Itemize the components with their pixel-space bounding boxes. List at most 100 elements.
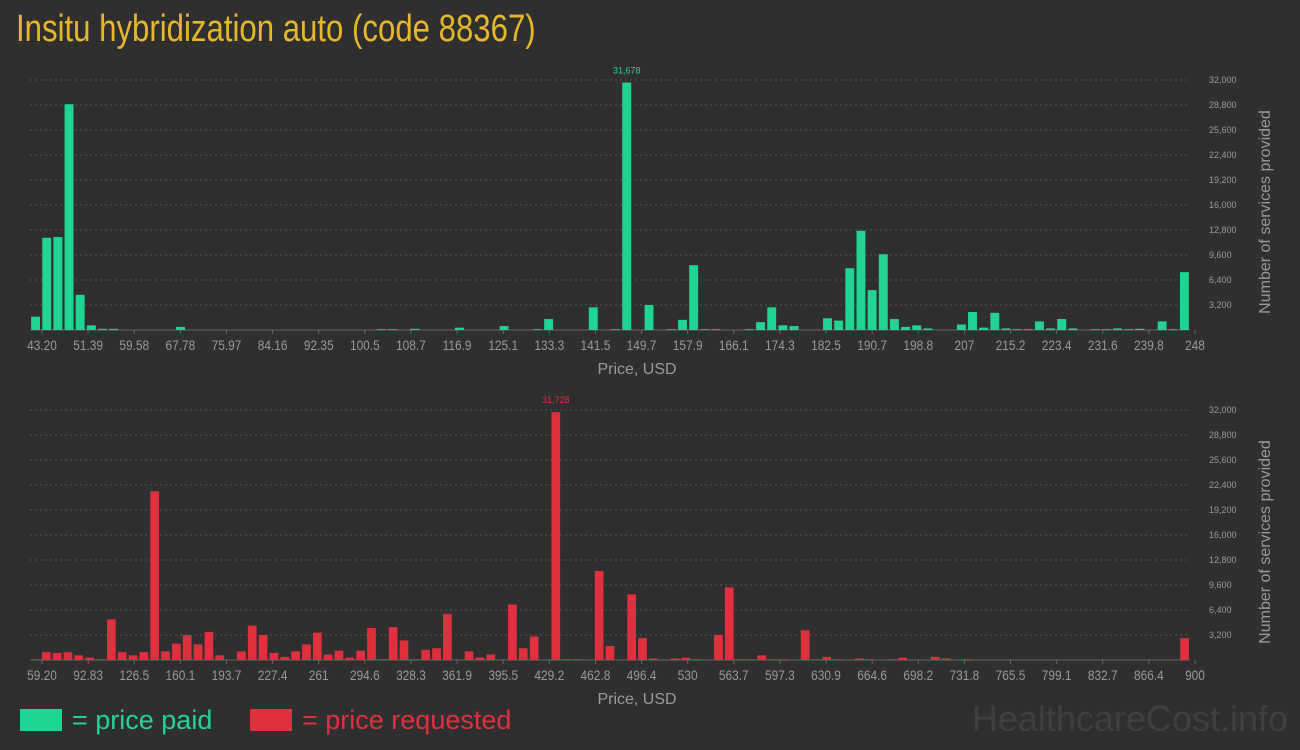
bar <box>834 320 844 330</box>
x-tick-label: 193.7 <box>212 667 242 683</box>
legend-paid-swatch <box>20 709 62 731</box>
x-axis-label: Price, USD <box>597 691 676 708</box>
bar <box>678 319 687 330</box>
x-tick-label: 207 <box>954 337 974 353</box>
bar <box>562 659 571 660</box>
x-tick-label: 126.5 <box>119 667 149 683</box>
bar <box>53 237 63 330</box>
bar <box>291 651 300 660</box>
bar <box>388 329 397 330</box>
bar <box>666 329 676 330</box>
bar <box>334 650 344 660</box>
bar <box>41 652 51 660</box>
bar <box>649 658 658 660</box>
bar <box>681 657 691 660</box>
page-title: Insitu hybridization auto (code 88367) <box>16 8 536 50</box>
x-tick-label: 59.20 <box>27 667 57 683</box>
y-tick-label: 6,400 <box>1209 605 1232 615</box>
bar <box>711 329 721 330</box>
bar <box>638 638 647 660</box>
legend-paid-label: = price paid <box>72 704 213 735</box>
bar <box>98 328 107 330</box>
bar <box>1157 321 1167 330</box>
bar <box>64 104 74 330</box>
x-tick-label: 182.5 <box>811 337 841 353</box>
bar <box>930 656 940 660</box>
bar <box>323 654 333 660</box>
x-tick-label: 328.3 <box>396 667 426 683</box>
x-tick-label: 231.6 <box>1088 337 1118 353</box>
bar <box>990 312 1000 330</box>
bar <box>551 412 561 660</box>
x-tick-label: 198.8 <box>903 337 933 353</box>
x-tick-label: 462.8 <box>581 667 611 683</box>
x-tick-label: 698.2 <box>903 667 933 683</box>
bar <box>367 627 376 660</box>
legend-price-requested: = price requested <box>250 704 511 736</box>
bar <box>767 307 777 330</box>
bar <box>1135 328 1145 330</box>
bar <box>700 329 710 330</box>
price-paid-chart: 3,200 6,400 9,600 12,800 16,000 19,200 22,400 2… <box>27 66 1274 378</box>
bar <box>968 312 977 330</box>
y-tick-label: 3,200 <box>1209 630 1232 640</box>
bar <box>106 619 116 660</box>
bar <box>912 325 922 330</box>
bar <box>302 644 311 660</box>
legend-price-paid: = price paid <box>20 704 212 736</box>
bar <box>1179 272 1189 330</box>
bar <box>432 648 441 660</box>
x-tick-label: 125.1 <box>488 337 518 353</box>
y-tick-label: 16,000 <box>1209 200 1237 210</box>
y-tick-label: 19,200 <box>1209 505 1237 515</box>
y-tick-label: 25,600 <box>1209 125 1237 135</box>
bar <box>963 659 973 660</box>
bar <box>757 655 767 660</box>
y-axis-label: Number of services provided <box>1257 440 1274 644</box>
bar <box>822 656 832 660</box>
bar <box>744 329 754 330</box>
bar <box>31 316 41 330</box>
bar <box>533 329 542 330</box>
bar <box>399 640 409 660</box>
bar <box>421 649 431 660</box>
bar <box>499 326 509 330</box>
y-tick-label: 16,000 <box>1209 530 1237 540</box>
bar <box>867 290 877 330</box>
bar <box>1012 329 1022 330</box>
bar <box>172 643 181 660</box>
bar <box>789 326 799 330</box>
x-tick-label: 75.97 <box>212 337 242 353</box>
bar <box>63 652 73 660</box>
bar <box>356 650 365 660</box>
x-tick-label: 92.35 <box>304 337 334 353</box>
x-tick-label: 866.4 <box>1134 667 1164 683</box>
bar <box>1113 328 1122 330</box>
peak-value-label: 31,728 <box>542 395 570 405</box>
y-tick-label: 32,000 <box>1209 405 1237 415</box>
brand-watermark: HealthcareCost.info <box>971 698 1288 739</box>
bar <box>139 652 149 660</box>
bar <box>1101 329 1111 330</box>
bar <box>410 328 420 330</box>
bar <box>1124 329 1134 330</box>
x-axis-label: Price, USD <box>597 361 676 378</box>
bar <box>670 658 680 660</box>
bar <box>117 652 127 660</box>
x-tick-label: 799.1 <box>1042 667 1072 683</box>
bar <box>714 635 723 660</box>
bar <box>544 319 554 330</box>
x-tick-label: 166.1 <box>719 337 749 353</box>
x-tick-label: 261 <box>309 667 329 683</box>
bar <box>855 658 864 660</box>
bar <box>215 655 225 660</box>
bar <box>979 327 989 330</box>
bar <box>845 268 855 330</box>
bar <box>746 659 756 660</box>
bar <box>464 651 474 660</box>
y-tick-label: 28,800 <box>1209 100 1237 110</box>
x-tick-label: 530 <box>678 667 698 683</box>
bar <box>735 659 745 660</box>
x-tick-label: 227.4 <box>258 667 288 683</box>
x-tick-label: 248 <box>1185 337 1205 353</box>
